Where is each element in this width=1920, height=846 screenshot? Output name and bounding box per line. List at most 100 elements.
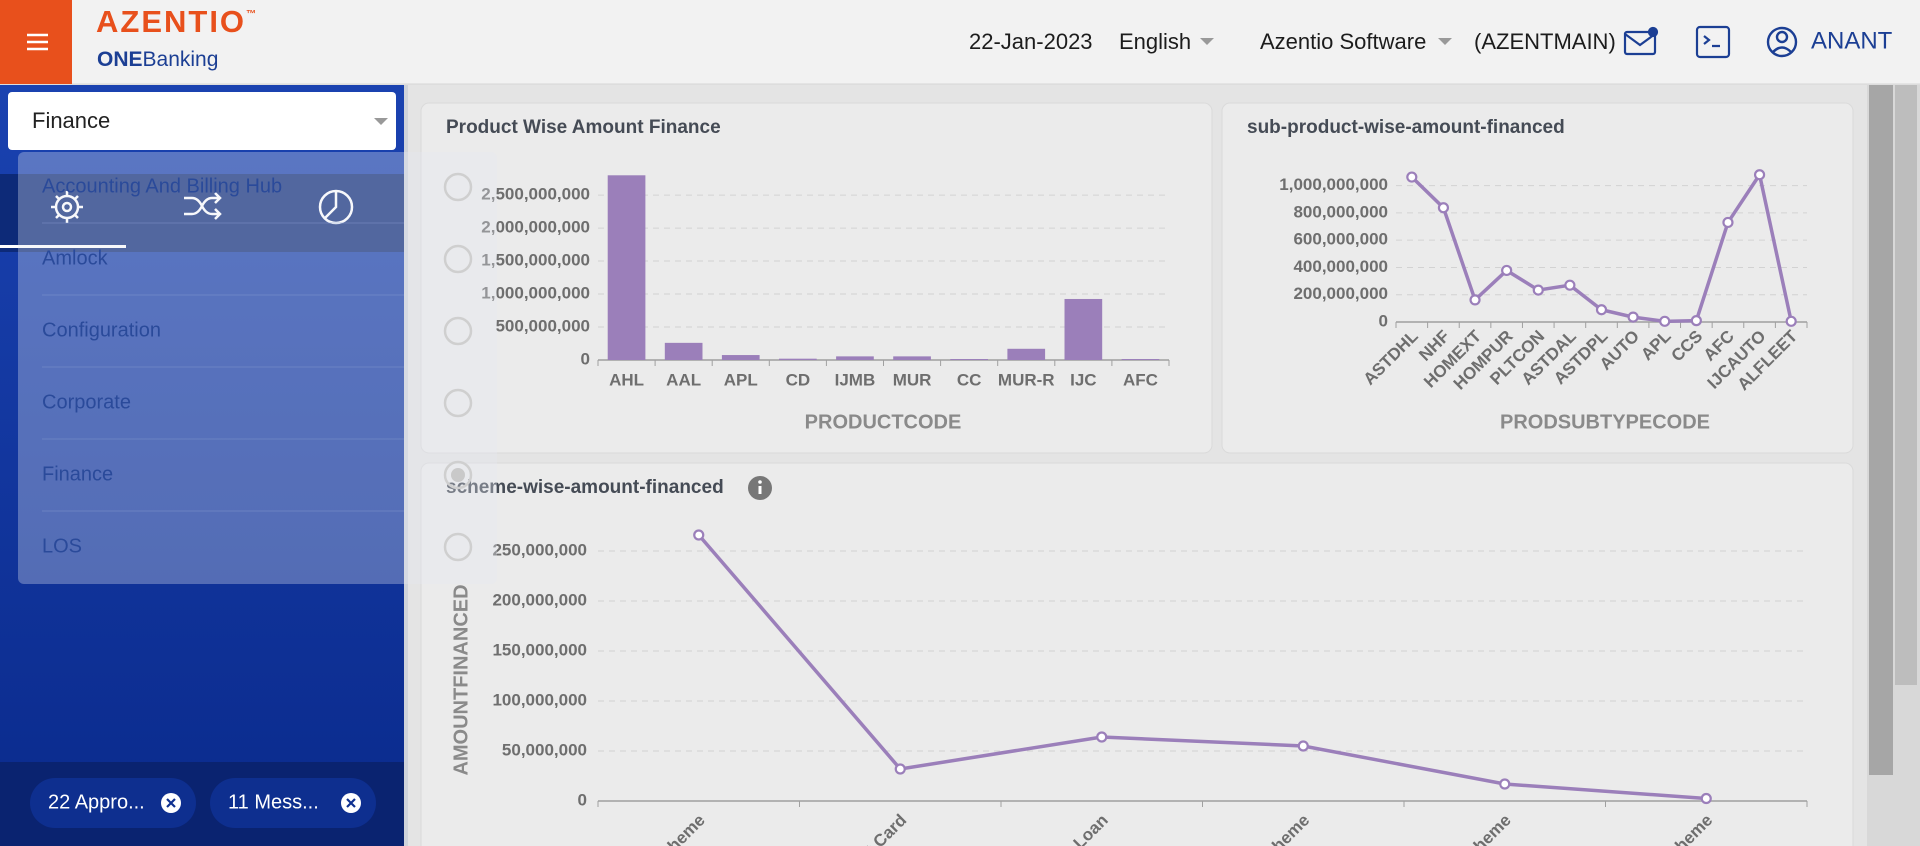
chart-title: Product Wise Amount Finance bbox=[446, 117, 721, 138]
date: 22-Jan-2023 bbox=[969, 29, 1093, 54]
menu-item[interactable]: Amlock bbox=[42, 247, 109, 269]
x-axis-label: PRODSUBTYPECODE bbox=[1500, 411, 1710, 433]
header bbox=[0, 0, 1920, 84]
point bbox=[1690, 315, 1702, 327]
menu-radio-dot bbox=[451, 468, 465, 482]
user-icon[interactable] bbox=[1766, 26, 1798, 58]
menu-radio[interactable] bbox=[443, 460, 473, 490]
x-tick-label: IJMB bbox=[835, 370, 876, 389]
chart-title: scheme-wise-amount-financed bbox=[446, 477, 724, 498]
point bbox=[1532, 284, 1544, 296]
chip-label: 11 Mess... bbox=[228, 791, 319, 813]
logo-mark: ™ bbox=[246, 9, 258, 20]
bar bbox=[779, 358, 817, 360]
chip-close-x bbox=[166, 798, 176, 808]
point bbox=[1437, 202, 1450, 214]
info-icon-bar bbox=[758, 486, 762, 494]
point bbox=[693, 529, 705, 541]
mail-icon[interactable] bbox=[1623, 26, 1659, 56]
logo-text: AZENTIO bbox=[96, 4, 246, 39]
terminal-icon[interactable] bbox=[1695, 25, 1731, 59]
notification-chip[interactable] bbox=[30, 778, 196, 828]
caret bbox=[1200, 38, 1214, 45]
y-tick-label: 0 bbox=[581, 349, 590, 368]
y-tick-label: 200,000,000 bbox=[1293, 284, 1388, 303]
point bbox=[1753, 169, 1766, 181]
bar bbox=[664, 342, 703, 360]
y-tick-label: 250,000,000 bbox=[492, 540, 587, 559]
y-tick-label: 0 bbox=[578, 790, 587, 809]
y-tick-label: 1,500,000,000 bbox=[481, 251, 590, 270]
point bbox=[1501, 264, 1513, 277]
notification-chip[interactable] bbox=[210, 778, 376, 828]
chart-card bbox=[1221, 102, 1854, 454]
module-select[interactable] bbox=[8, 92, 396, 150]
point bbox=[1722, 216, 1734, 229]
bar bbox=[607, 175, 646, 360]
y-tick-label: 800,000,000 bbox=[1293, 202, 1388, 221]
module-menu bbox=[18, 152, 497, 584]
point bbox=[1627, 311, 1639, 323]
x-tick-label: AHL bbox=[609, 370, 644, 389]
x-tick-label: IJC bbox=[1070, 370, 1096, 389]
menu-item[interactable]: Corporate bbox=[42, 391, 131, 413]
y-tick-label: 400,000,000 bbox=[1293, 257, 1388, 276]
bar bbox=[721, 355, 760, 360]
x-axis-label: PRODUCTCODE bbox=[805, 411, 962, 433]
menu-radio[interactable] bbox=[443, 172, 473, 202]
point bbox=[1499, 778, 1511, 790]
y-tick-label: 2,000,000,000 bbox=[481, 218, 590, 237]
menu-radio[interactable] bbox=[443, 244, 473, 274]
point bbox=[894, 763, 906, 775]
caret bbox=[1438, 38, 1452, 45]
y-tick-label: 150,000,000 bbox=[492, 640, 587, 659]
point bbox=[1406, 171, 1418, 183]
logo: AZENTIO™ bbox=[96, 4, 258, 39]
y-tick-label: 1,000,000,000 bbox=[481, 284, 590, 303]
chart-title: sub-product-wise-amount-financed bbox=[1247, 117, 1565, 138]
settings-icon[interactable] bbox=[51, 191, 83, 223]
y-tick-label: 500,000,000 bbox=[495, 317, 590, 336]
logo-sub: ONEBanking bbox=[97, 48, 218, 71]
menu-item[interactable]: Finance bbox=[42, 463, 113, 485]
scrollbar-thumb[interactable] bbox=[1869, 85, 1893, 775]
menu-item[interactable]: LOS bbox=[42, 535, 82, 557]
user-name[interactable]: ANANT bbox=[1811, 27, 1893, 54]
menu-item[interactable]: Accounting And Billing Hub bbox=[42, 175, 282, 197]
x-tick-label: APL bbox=[724, 370, 758, 389]
menu-item[interactable]: Configuration bbox=[42, 319, 161, 341]
bar bbox=[950, 359, 988, 360]
chart-card bbox=[420, 102, 1213, 454]
module-select-text: Finance bbox=[32, 108, 110, 133]
language-select[interactable]: English bbox=[1119, 29, 1191, 54]
x-tick-label: CC bbox=[957, 370, 982, 389]
menu-radio[interactable] bbox=[443, 388, 473, 418]
point bbox=[1469, 294, 1481, 306]
y-tick-label: 0 bbox=[1379, 311, 1388, 330]
y-tick-label: 1,000,000,000 bbox=[1279, 175, 1388, 194]
branch: (AZENTMAIN) bbox=[1474, 29, 1616, 54]
y-tick-label: 2,500,000,000 bbox=[481, 185, 590, 204]
company-select[interactable]: Azentio Software bbox=[1260, 29, 1426, 54]
x-tick-label: MUR bbox=[893, 370, 932, 389]
toolbar bbox=[0, 174, 404, 252]
shuffle-icon[interactable] bbox=[184, 192, 222, 220]
menu-radio[interactable] bbox=[443, 532, 473, 562]
bar bbox=[1007, 348, 1046, 360]
line bbox=[697, 533, 1707, 801]
chip-label: 22 Appro... bbox=[48, 791, 145, 813]
menu-radio[interactable] bbox=[443, 316, 473, 346]
point bbox=[1096, 731, 1108, 743]
y-axis-label: AMOUNTFINANCED bbox=[450, 584, 472, 775]
point bbox=[1700, 792, 1712, 805]
y-tick-label: 100,000,000 bbox=[492, 690, 587, 709]
x-tick-label: MUR-R bbox=[998, 370, 1055, 389]
point bbox=[1785, 315, 1797, 327]
point bbox=[1297, 740, 1309, 752]
x-tick-label: CD bbox=[786, 370, 811, 389]
y-tick-label: 200,000,000 bbox=[492, 590, 587, 609]
bar bbox=[836, 356, 874, 360]
menu-icon bbox=[27, 33, 48, 51]
